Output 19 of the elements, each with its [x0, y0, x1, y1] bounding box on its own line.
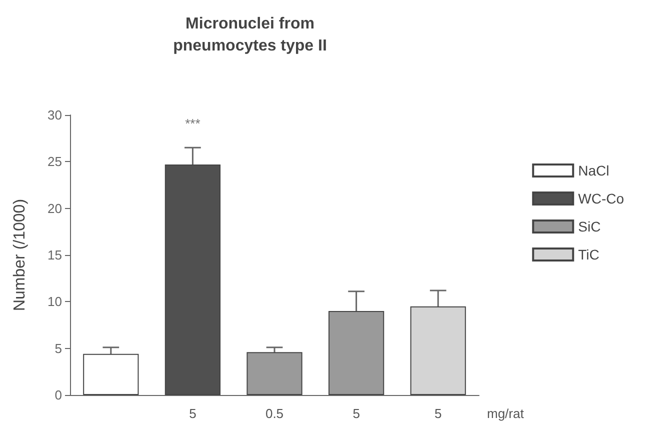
chart-title: Micronuclei from pneumocytes type II [173, 16, 327, 54]
x-tick-label: 5 [352, 406, 360, 421]
x-tick-label: 5 [189, 406, 196, 421]
y-tick-label: 10 [48, 294, 62, 310]
x-tick-label: 5 [434, 406, 442, 421]
legend-label: TiC [578, 246, 600, 262]
y-tick-label: 20 [48, 200, 62, 216]
legend-label: WC-Co [578, 190, 624, 206]
x-tick-label: 0.5 [265, 406, 284, 421]
y-axis-title: Number (/1000) [12, 198, 28, 312]
y-tick-label: 15 [48, 248, 62, 262]
y-tick-label: 30 [48, 108, 62, 122]
x-axis-title: mg/rat [487, 406, 524, 421]
y-tick-label: 0 [54, 388, 62, 402]
y-tick-label: 25 [48, 154, 62, 170]
annotation: *** [185, 116, 200, 132]
legend-label: NaCl [578, 162, 610, 178]
y-tick-label: 5 [54, 340, 62, 356]
legend-label: SiC [578, 218, 601, 234]
